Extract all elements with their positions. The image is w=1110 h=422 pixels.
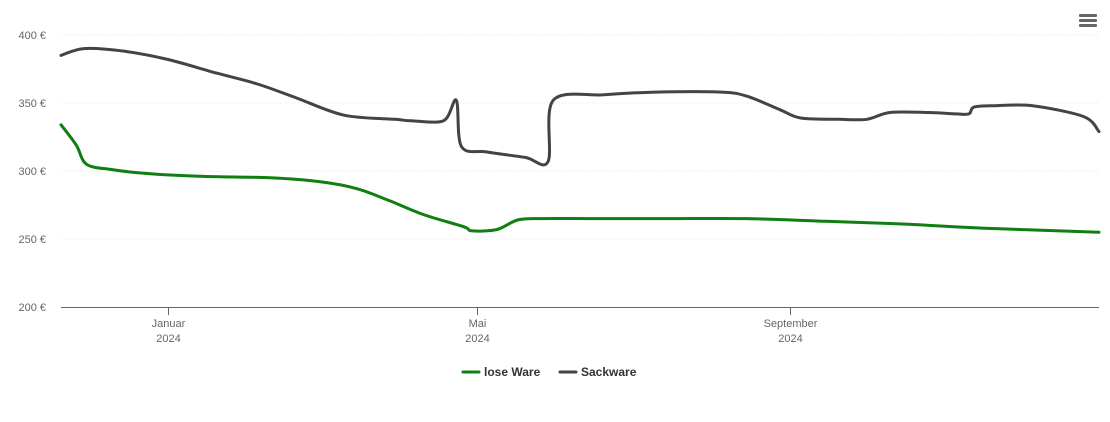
y-tick-label: 250 €	[18, 234, 46, 246]
x-tick-label-year: 2024	[465, 333, 489, 345]
chart-menu-button[interactable]	[1076, 12, 1100, 32]
y-tick-label: 400 €	[18, 30, 46, 42]
legend-item-sackware[interactable]: Sackware	[558, 365, 637, 379]
y-tick-label: 200 €	[18, 302, 46, 314]
series-line-lose-ware	[59, 123, 1101, 234]
grid-layer	[61, 34, 1099, 240]
series-line-sackware	[59, 46, 1101, 167]
axis-layer: 200 € 250 € 300 € 350 € 400 € Januar 2024 Mai 20…	[18, 30, 1099, 345]
x-tick-label-month: September	[764, 318, 818, 330]
legend: lose Ware Sackware	[461, 365, 637, 379]
x-tick-label-month: Januar	[152, 318, 186, 330]
x-tick-label-year: 2024	[156, 333, 180, 345]
x-tick-label-month: Mai	[469, 318, 487, 330]
hamburger-icon-bar	[1079, 14, 1097, 17]
hamburger-icon-bar	[1079, 24, 1097, 27]
y-tick-label: 300 €	[18, 166, 46, 178]
legend-item-lose-ware[interactable]: lose Ware	[461, 365, 541, 379]
legend-label: Sackware	[581, 365, 637, 379]
x-tick-label-year: 2024	[778, 333, 802, 345]
series-layer	[59, 46, 1101, 234]
y-tick-label: 350 €	[18, 98, 46, 110]
hamburger-icon-bar	[1079, 19, 1097, 22]
legend-label: lose Ware	[484, 365, 541, 379]
